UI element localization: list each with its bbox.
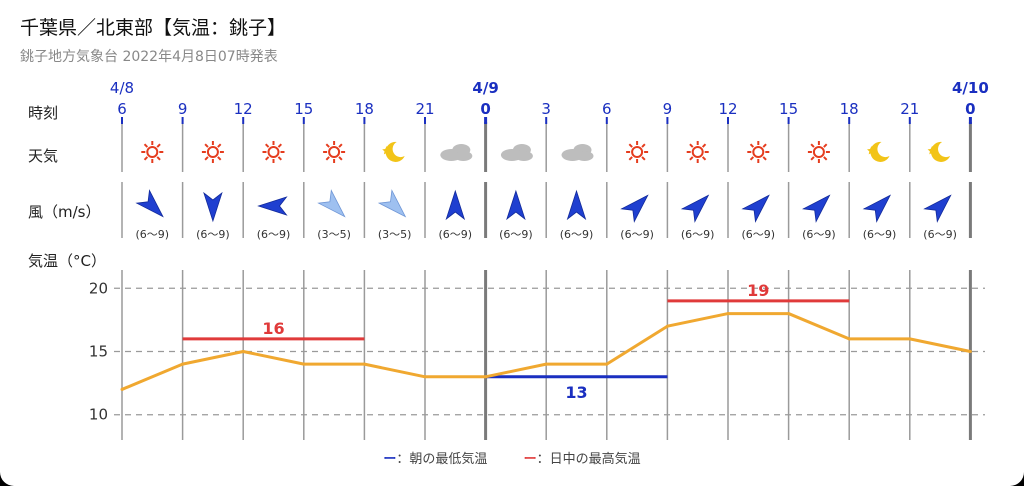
wind-row-label: 風（m/s） (28, 203, 101, 221)
time-row-label: 時刻 (28, 104, 59, 122)
legend-dash: ー (383, 452, 397, 467)
hour-label: 9 (178, 100, 188, 118)
wind-arrow-icon (377, 189, 407, 218)
wind-range-label: (6〜9) (136, 228, 170, 241)
hour-label: 0 (965, 100, 975, 118)
wind-arrow-icon (445, 189, 466, 221)
hour-label: 3 (541, 100, 551, 118)
sun-icon (262, 141, 285, 163)
wind-arrow-icon (923, 194, 952, 223)
wind-range-label: (3〜5) (317, 228, 351, 241)
temperature-point (302, 362, 306, 366)
hour-label: 12 (718, 100, 737, 118)
wind-range-label: (6〜9) (499, 228, 533, 241)
hour-label: 21 (900, 100, 919, 118)
wind-range-label: (6〜9) (681, 228, 715, 241)
moon-icon (867, 141, 890, 162)
cloud-icon (500, 144, 533, 161)
cloud-icon (440, 144, 473, 161)
hour-label: 18 (355, 100, 374, 118)
wind-arrow-icon (566, 189, 587, 221)
temperature-point (847, 337, 851, 341)
hour-label: 18 (840, 100, 859, 118)
temperature-point (968, 350, 972, 353)
legend-text: ：日中の最高気温 (536, 452, 641, 467)
cloud-icon (561, 144, 594, 161)
wind-range-label: (6〜9) (257, 228, 291, 241)
temperature-point (120, 387, 124, 391)
wind-arrow-icon (680, 194, 710, 223)
hour-label: 21 (415, 100, 434, 118)
hour-label: 15 (294, 100, 313, 118)
sun-icon (807, 141, 830, 163)
sun-icon (626, 141, 649, 163)
temperature-point (908, 337, 912, 341)
legend-min-temp: ー：朝の最低気温 (383, 452, 487, 467)
moon-icon (382, 141, 405, 162)
y-tick-label: 20 (89, 279, 108, 297)
wind-arrow-icon (317, 189, 346, 218)
temperature-point (787, 312, 791, 316)
temperature-point (605, 362, 609, 366)
max-temp-label: 19 (747, 281, 769, 300)
date-label: 4/8 (110, 79, 134, 97)
page-subtitle: 銚子地方気象台 2022年4月8日07時発表 (20, 49, 278, 65)
temp-row-label: 気温（°C） (28, 252, 106, 270)
legend-dash: ー (523, 452, 537, 467)
hour-label: 15 (779, 100, 798, 118)
max-temp-label: 16 (262, 319, 284, 338)
page-title: 千葉県／北東部【気温：銚子】 (20, 17, 287, 39)
temperature-point (362, 362, 366, 366)
sun-icon (141, 141, 164, 163)
sun-icon (201, 141, 224, 163)
wind-range-label: (6〜9) (863, 228, 897, 241)
sun-icon (747, 141, 770, 163)
hour-label: 6 (117, 100, 127, 118)
hour-label: 6 (602, 100, 612, 118)
temperature-point (423, 375, 427, 379)
weather-row-label: 天気 (28, 147, 59, 165)
date-label: 4/10 (952, 79, 989, 97)
chart-legend: ー：朝の最低気温 ー：日中の最高気温 (0, 448, 1024, 467)
temperature-point (241, 350, 245, 353)
wind-range-label: (6〜9) (560, 228, 594, 241)
wind-range-label: (6〜9) (802, 228, 836, 241)
temperature-point (484, 375, 488, 379)
legend-text: ：朝の最低気温 (396, 452, 488, 467)
y-tick-label: 15 (89, 343, 108, 361)
wind-arrow-icon (135, 189, 164, 218)
wind-range-label: (3〜5) (378, 228, 412, 241)
temperature-point (726, 312, 730, 316)
wind-arrow-icon (620, 194, 649, 223)
wind-range-label: (6〜9) (439, 228, 473, 241)
hour-label: 0 (480, 100, 490, 118)
wind-range-label: (6〜9) (742, 228, 776, 241)
wind-range-label: (6〜9) (620, 228, 654, 241)
temperature-point (544, 362, 548, 366)
wind-range-label: (6〜9) (923, 228, 957, 241)
sun-icon (323, 141, 346, 163)
wind-arrow-icon (257, 196, 288, 216)
wind-arrow-icon (506, 189, 526, 221)
min-temp-label: 13 (565, 383, 587, 402)
legend-max-temp: ー：日中の最高気温 (524, 452, 641, 467)
wind-arrow-icon (203, 191, 223, 223)
temperature-point (181, 362, 185, 366)
moon-icon (927, 141, 951, 162)
y-tick-label: 10 (89, 406, 108, 424)
hour-label: 9 (663, 100, 673, 118)
date-label: 4/9 (472, 79, 498, 97)
wind-range-label: (6〜9) (196, 228, 230, 241)
temperature-point (665, 324, 669, 328)
sun-icon (686, 141, 709, 163)
wind-arrow-icon (862, 194, 892, 223)
wind-arrow-icon (802, 194, 831, 223)
wind-arrow-icon (741, 194, 770, 223)
hour-label: 12 (234, 100, 253, 118)
